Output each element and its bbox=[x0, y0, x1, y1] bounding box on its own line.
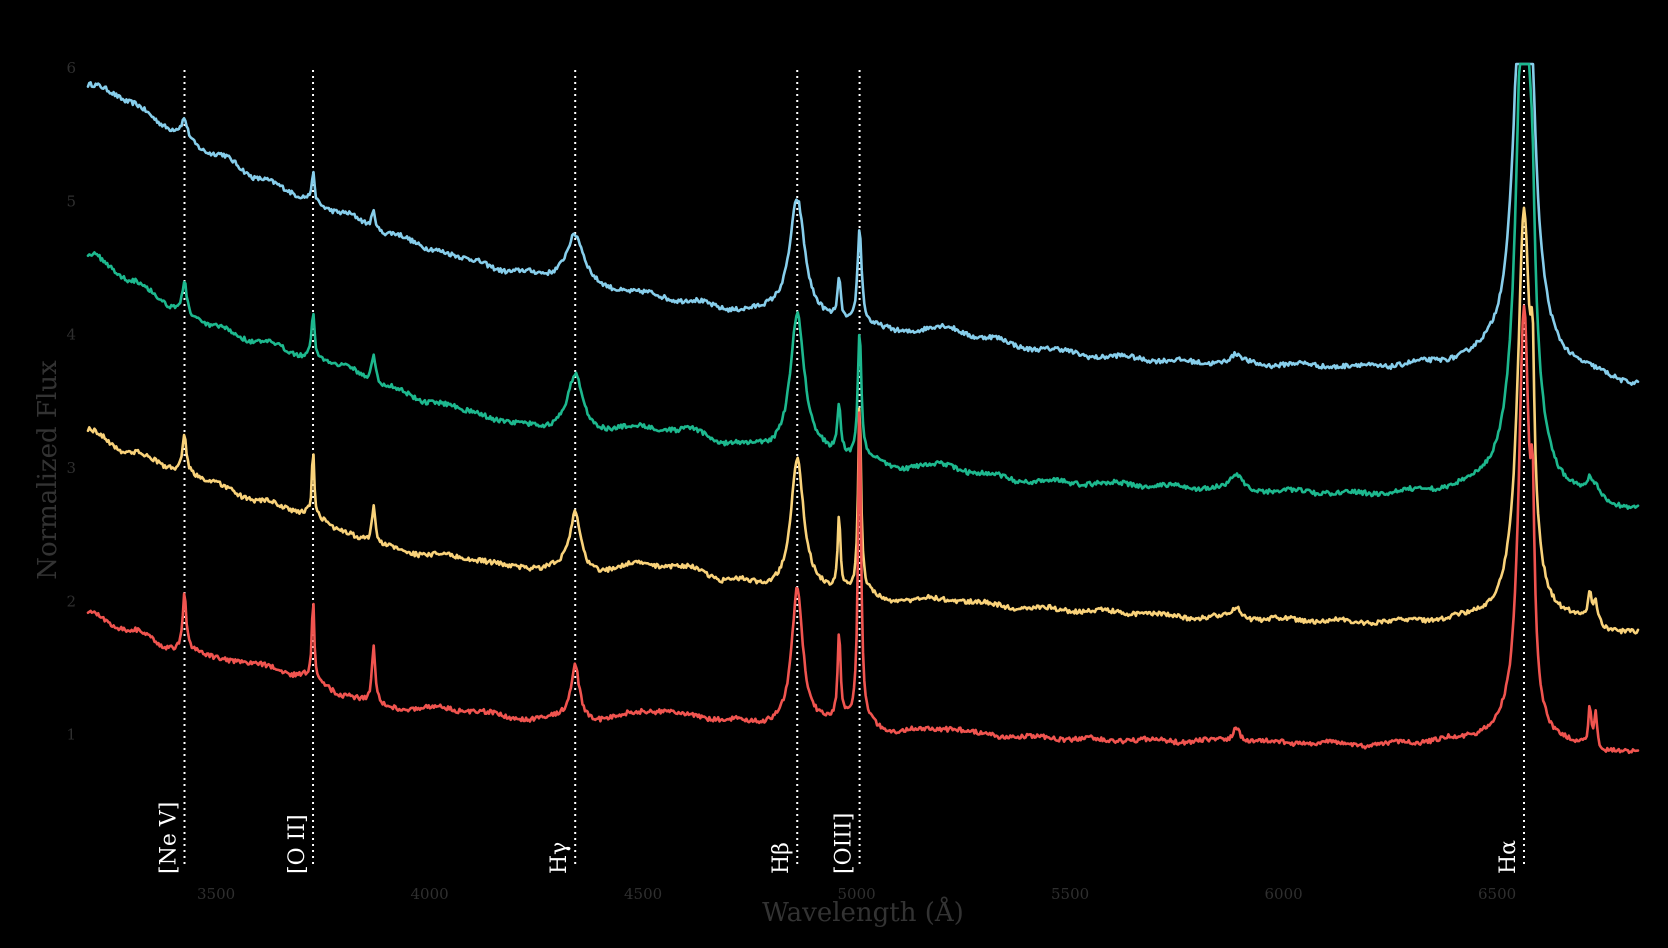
spectra-series bbox=[86, 62, 1640, 755]
x-tick-label: 5500 bbox=[1051, 885, 1089, 903]
x-axis-label: Wavelength (Å) bbox=[762, 896, 964, 928]
x-tick-label: 4500 bbox=[624, 885, 662, 903]
y-tick-label: 4 bbox=[66, 326, 76, 344]
y-tick-label: 1 bbox=[66, 726, 76, 744]
spectrum-series-line bbox=[86, 206, 1640, 635]
spectrum-series-line bbox=[86, 62, 1640, 510]
x-tick-label: 4000 bbox=[411, 885, 449, 903]
x-tick-label: 3500 bbox=[197, 885, 235, 903]
x-tick-label: 6000 bbox=[1264, 885, 1302, 903]
marker-label: Hβ bbox=[769, 842, 794, 874]
y-tick-label: 3 bbox=[66, 459, 76, 477]
marker-label: [Ne V] bbox=[157, 802, 182, 874]
y-tick-label: 6 bbox=[66, 59, 76, 77]
x-tick-label: 6500 bbox=[1478, 885, 1516, 903]
spectrum-series-line bbox=[86, 304, 1640, 755]
y-axis-ticks: 1 2 3 4 5 6 bbox=[66, 59, 76, 744]
emission-line-markers: [Ne V] [O II] Hγ Hβ [OIII] Hα bbox=[157, 70, 1525, 874]
marker-label: Hα bbox=[1496, 840, 1521, 874]
y-tick-label: 5 bbox=[66, 192, 76, 210]
x-axis-ticks: 3500 4000 4500 5000 5500 6000 6500 bbox=[197, 885, 1516, 903]
y-axis-label: Normalized Flux bbox=[33, 360, 63, 580]
y-tick-label: 2 bbox=[66, 592, 76, 610]
marker-label: [O II] bbox=[285, 814, 310, 874]
marker-label: [OIII] bbox=[832, 813, 857, 874]
x-tick-label: 5000 bbox=[838, 885, 876, 903]
marker-label: Hγ bbox=[547, 842, 572, 874]
spectrum-series-line bbox=[86, 62, 1640, 386]
